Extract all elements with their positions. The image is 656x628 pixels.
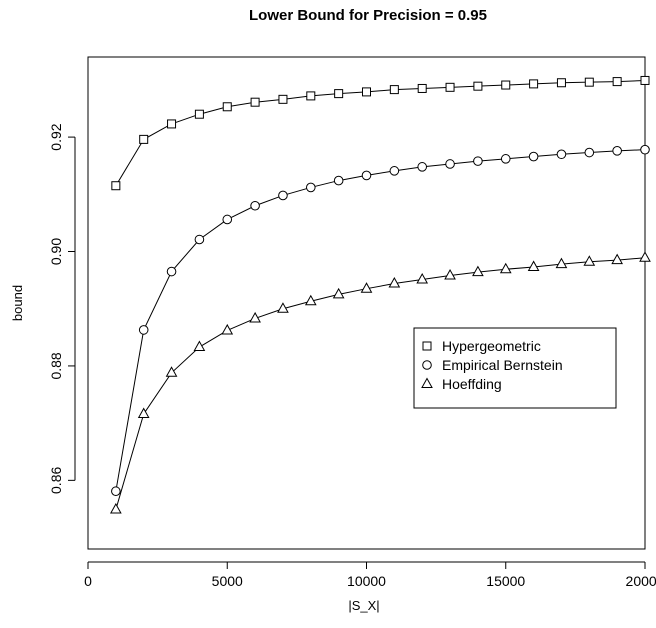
data-point [556,78,566,88]
data-point [417,162,428,172]
series-circle [111,144,650,497]
data-point [277,302,289,313]
data-point [304,294,317,306]
data-point [389,166,400,176]
data-point [249,311,261,323]
data-point [445,159,455,169]
data-point [250,97,260,107]
data-point [527,260,540,271]
legend-box [413,327,617,409]
data-point [111,181,121,191]
data-point [165,366,178,377]
data-point [222,102,232,112]
data-point [111,486,121,497]
series-square [111,75,650,191]
x-tick-label: 10000 [347,573,386,589]
data-point [306,182,316,193]
y-tick-label: 0.92 [48,123,64,150]
legend-marker-circle [422,360,432,370]
data-point [306,91,316,101]
data-point [640,75,650,85]
data-point [194,234,205,245]
data-point [499,262,512,274]
data-point [500,154,511,164]
y-tick-label: 0.90 [48,238,64,265]
data-point [278,190,288,201]
data-point [555,257,568,269]
data-point [334,89,344,99]
data-point [250,200,260,211]
data-point [361,170,372,181]
data-point [584,77,594,87]
data-point [444,269,456,280]
legend-marker-triangle [421,377,433,388]
data-point [472,265,484,277]
data-point [362,87,371,97]
data-point [110,502,122,514]
data-point [278,94,288,104]
series-line [115,257,646,510]
data-point [612,146,622,156]
data-point [333,175,344,186]
data-point [584,147,595,158]
data-point [473,156,483,166]
data-point [194,109,204,119]
plot-frame [87,56,646,550]
data-point [529,79,539,89]
data-point [139,134,149,144]
legend-label: Hypergeometric [442,338,541,354]
data-point [388,277,401,288]
data-point [528,151,539,162]
series-line [115,79,646,186]
x-tick-label: 0 [84,573,92,589]
data-point [501,80,511,90]
data-point [416,273,429,284]
data-point [137,407,150,418]
data-point [640,144,650,155]
legend-label: Empirical Bernstein [442,357,563,373]
data-point [417,83,427,93]
data-point [612,77,622,87]
data-point [445,82,455,92]
data-point [360,282,373,293]
legend-label: Hoeffding [442,376,502,392]
x-axis-title: |S_X| [348,598,379,613]
chart-title: Lower Bound for Precision = 0.95 [249,7,487,24]
data-point [138,325,149,335]
legend: Hypergeometric Empirical Bernstein Hoeffdi… [413,327,617,409]
data-point [389,85,399,95]
y-tick-label: 0.88 [48,352,64,379]
y-tick-label: 0.86 [48,467,64,494]
data-point [332,287,345,299]
y-axis-title: bound [10,285,25,321]
series-layer [110,75,651,514]
series-triangle [110,251,651,514]
data-point [222,214,233,225]
series-line [115,149,646,492]
data-point [583,255,596,266]
data-point [473,81,483,91]
data-point [639,251,651,262]
data-point [166,266,177,277]
data-point [193,340,206,352]
x-tick-label: 15000 [486,573,525,589]
data-point [167,119,177,129]
data-point [221,323,234,335]
x-tick-label: 5000 [212,573,243,589]
legend-marker-square [422,341,432,351]
data-point [611,253,623,265]
data-point [556,149,567,160]
y-axis: 0.86 0.88 0.90 0.92 [48,123,76,494]
